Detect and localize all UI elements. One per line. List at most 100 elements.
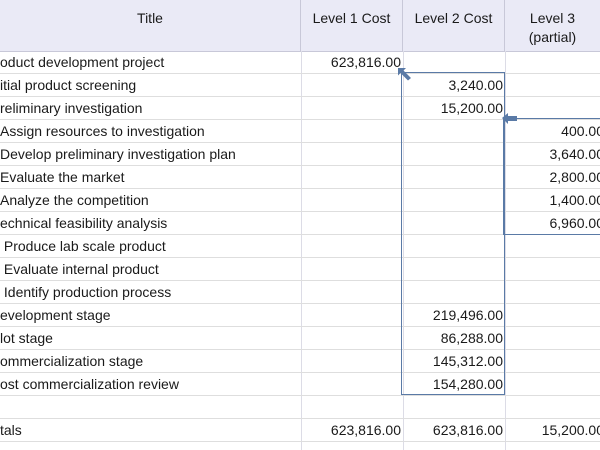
row-title: ommercialization stage bbox=[0, 353, 144, 369]
column-divider bbox=[505, 51, 506, 450]
level1-cost-cell[interactable] bbox=[301, 74, 403, 96]
level1-cost-cell[interactable] bbox=[301, 281, 403, 303]
table-row[interactable]: Evaluate the market 2,800.00 bbox=[0, 166, 600, 189]
level2-cost-cell[interactable] bbox=[403, 120, 505, 142]
level3-cost-value: 6,960.00 bbox=[549, 215, 600, 231]
table-row[interactable]: Develop preliminary investigation plan 3,… bbox=[0, 143, 600, 166]
level3-cost-cell[interactable] bbox=[505, 373, 600, 395]
level3-cost-value: 3,640.00 bbox=[549, 146, 600, 162]
arrow-to-level2-icon bbox=[502, 113, 517, 124]
row-title: Develop preliminary investigation plan bbox=[0, 146, 236, 162]
table-row[interactable]: itial product screening 3,240.00 bbox=[0, 74, 600, 97]
level3-cost-cell[interactable] bbox=[505, 51, 600, 73]
table-row[interactable]: Evaluate internal product bbox=[0, 258, 600, 281]
totals-row[interactable]: tals 623,816.00 623,816.00 15,200.00 bbox=[0, 419, 600, 442]
level2-cost-cell[interactable] bbox=[403, 143, 505, 165]
row-title: Evaluate internal product bbox=[0, 261, 159, 277]
level3-cost-value: 15,200.00 bbox=[541, 422, 600, 438]
level3-cost-value: 2,800.00 bbox=[549, 169, 600, 185]
level2-cost-cell[interactable] bbox=[403, 281, 505, 303]
level3-cost-cell[interactable] bbox=[505, 281, 600, 303]
row-title: Analyze the competition bbox=[0, 192, 149, 208]
level2-cost-cell[interactable] bbox=[403, 166, 505, 188]
level3-cost-cell[interactable] bbox=[505, 74, 600, 96]
table-row[interactable]: echnical feasibility analysis 6,960.00 bbox=[0, 212, 600, 235]
level2-cost-cell[interactable] bbox=[403, 258, 505, 280]
row-title: tals bbox=[0, 422, 22, 438]
level1-cost-cell[interactable] bbox=[301, 350, 403, 372]
level1-cost-cell[interactable] bbox=[301, 166, 403, 188]
level1-cost-cell[interactable] bbox=[301, 258, 403, 280]
level1-cost-cell[interactable]: 623,816.00 bbox=[330, 422, 401, 438]
level2-cost-cell[interactable]: 145,312.00 bbox=[432, 353, 503, 369]
row-title: echnical feasibility analysis bbox=[0, 215, 168, 231]
level1-cost-cell[interactable] bbox=[301, 327, 403, 349]
level3-cost-cell[interactable] bbox=[505, 396, 600, 418]
table-row[interactable] bbox=[0, 396, 600, 419]
arrow-to-level1-icon bbox=[398, 68, 411, 81]
table-row[interactable]: Analyze the competition 1,400.00 bbox=[0, 189, 600, 212]
table-row[interactable]: Produce lab scale product bbox=[0, 235, 600, 258]
level3-cost-cell[interactable] bbox=[505, 235, 600, 257]
level1-cost-cell[interactable] bbox=[301, 120, 403, 142]
row-title: evelopment stage bbox=[0, 307, 111, 323]
row-title: Assign resources to investigation bbox=[0, 123, 205, 139]
level3-cost-cell[interactable]: 2,800.00 bbox=[505, 166, 600, 188]
row-title: ost commercialization review bbox=[0, 376, 179, 392]
row-title: lot stage bbox=[0, 330, 53, 346]
table-row[interactable]: ommercialization stage 145,312.00 bbox=[0, 350, 600, 373]
level3-header-line1: Level 3 bbox=[529, 10, 576, 26]
table-row[interactable]: reliminary investigation 15,200.00 bbox=[0, 97, 600, 120]
level2-cost-cell[interactable] bbox=[403, 51, 505, 73]
level3-cost-cell[interactable]: 15,200.00 bbox=[505, 419, 600, 441]
table-row[interactable]: oduct development project 623,816.00 bbox=[0, 51, 600, 74]
row-title: Identify production process bbox=[0, 284, 172, 300]
level3-cost-cell[interactable]: 3,640.00 bbox=[505, 143, 600, 165]
level1-cost-cell[interactable] bbox=[301, 373, 403, 395]
column-header-level3-partial[interactable]: Level 3 (partial) bbox=[505, 0, 600, 51]
level2-cost-cell[interactable] bbox=[403, 212, 505, 234]
table-row[interactable]: Assign resources to investigation 400.00 bbox=[0, 120, 600, 143]
level2-cost-cell[interactable]: 154,280.00 bbox=[432, 376, 503, 392]
header-row: Title Level 1 Cost Level 2 Cost Level 3 … bbox=[0, 0, 600, 52]
level3-cost-cell[interactable] bbox=[505, 258, 600, 280]
table-row[interactable]: Identify production process bbox=[0, 281, 600, 304]
level3-cost-cell[interactable] bbox=[505, 304, 600, 326]
column-divider bbox=[403, 51, 404, 450]
level3-cost-cell[interactable]: 6,960.00 bbox=[505, 212, 600, 234]
row-title: Produce lab scale product bbox=[0, 238, 166, 254]
level1-cost-cell[interactable] bbox=[301, 212, 403, 234]
column-header-level2-cost[interactable]: Level 2 Cost bbox=[403, 0, 505, 51]
level1-cost-cell[interactable] bbox=[301, 304, 403, 326]
level3-cost-cell[interactable] bbox=[505, 97, 600, 119]
level1-cost-cell[interactable] bbox=[301, 143, 403, 165]
level2-cost-cell[interactable]: 3,240.00 bbox=[448, 77, 504, 93]
level1-cost-cell[interactable] bbox=[301, 396, 403, 418]
row-title: reliminary investigation bbox=[0, 100, 143, 116]
table-row[interactable]: lot stage 86,288.00 bbox=[0, 327, 600, 350]
level2-cost-cell[interactable]: 623,816.00 bbox=[432, 422, 503, 438]
level3-cost-value: 400.00 bbox=[561, 123, 600, 139]
level3-header-line2: (partial) bbox=[528, 29, 577, 45]
level3-cost-cell[interactable]: 400.00 bbox=[505, 120, 600, 142]
table-row[interactable]: evelopment stage 219,496.00 bbox=[0, 304, 600, 327]
table-row[interactable]: ost commercialization review 154,280.00 bbox=[0, 373, 600, 396]
row-title: itial product screening bbox=[0, 77, 137, 93]
level2-cost-cell[interactable]: 219,496.00 bbox=[432, 307, 503, 323]
level1-cost-cell[interactable] bbox=[301, 97, 403, 119]
row-title: oduct development project bbox=[0, 54, 165, 70]
level2-cost-cell[interactable] bbox=[403, 396, 505, 418]
level1-cost-cell[interactable]: 623,816.00 bbox=[330, 54, 401, 70]
level3-cost-cell[interactable] bbox=[505, 350, 600, 372]
column-header-level1-cost[interactable]: Level 1 Cost bbox=[301, 0, 403, 51]
level2-cost-cell[interactable]: 15,200.00 bbox=[440, 100, 503, 116]
level3-cost-cell[interactable] bbox=[505, 327, 600, 349]
level1-cost-cell[interactable] bbox=[301, 235, 403, 257]
level2-cost-cell[interactable]: 86,288.00 bbox=[440, 330, 503, 346]
level1-cost-cell[interactable] bbox=[301, 189, 403, 211]
level2-cost-cell[interactable] bbox=[403, 189, 505, 211]
column-header-title[interactable]: Title bbox=[0, 0, 301, 51]
level2-cost-cell[interactable] bbox=[403, 235, 505, 257]
level3-cost-cell[interactable]: 1,400.00 bbox=[505, 189, 600, 211]
level3-cost-value: 1,400.00 bbox=[549, 192, 600, 208]
